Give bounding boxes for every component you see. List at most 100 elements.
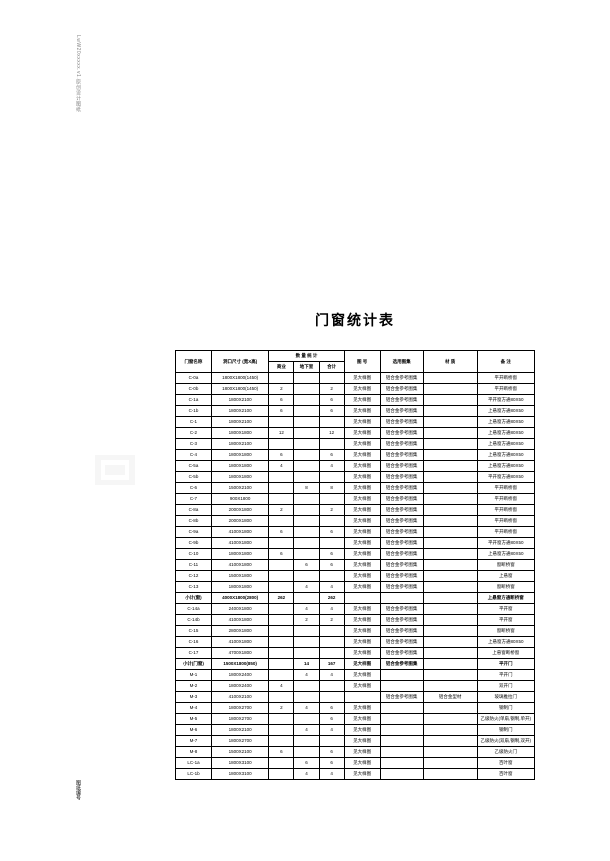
table-cell xyxy=(423,439,477,450)
table-cell: 6 xyxy=(319,703,344,714)
table-cell: 铝合金参考图集 xyxy=(380,615,423,626)
table-row: C-8a2000X180022见大样图铝合金参考图集平开断桥窗 xyxy=(176,505,535,516)
table-cell: 见大样图 xyxy=(344,472,380,483)
table-cell xyxy=(319,637,344,648)
table-cell xyxy=(269,714,294,725)
table-cell xyxy=(380,747,423,758)
page-title: 门窗统计表 xyxy=(175,310,535,330)
table-cell: 4 xyxy=(319,461,344,472)
table-cell xyxy=(423,417,477,428)
table-cell: 见大样图 xyxy=(344,769,380,780)
table-cell: C-12 xyxy=(176,571,212,582)
table-cell: 6 xyxy=(319,527,344,538)
table-cell: 6 xyxy=(294,758,319,769)
table-cell: 上悬窗方通80X50 xyxy=(477,417,534,428)
table-cell xyxy=(380,593,423,604)
table-cell xyxy=(319,626,344,637)
table-row: C-0a1800X1800(1450)见大样图铝合金参考图集平开断桥窗 xyxy=(176,373,535,384)
table-cell: 1800X1800 xyxy=(211,461,268,472)
table-cell xyxy=(423,450,477,461)
table-cell: 铝合金参考图集 xyxy=(380,538,423,549)
table-cell: C-17 xyxy=(176,648,212,659)
table-cell: 铝合金参考图集 xyxy=(380,582,423,593)
table-cell xyxy=(423,582,477,593)
table-cell: C-0a xyxy=(176,373,212,384)
table-cell xyxy=(269,373,294,384)
table-row: C-61500X210088见大样图铝合金参考图集平开断桥窗 xyxy=(176,483,535,494)
table-cell: 见大样图 xyxy=(344,560,380,571)
table-cell: 1500X1800(850) xyxy=(211,659,268,670)
table-cell: 见大样图 xyxy=(344,538,380,549)
table-row: C-21800X18001212见大样图铝合金参考图集上悬窗方通80X50 xyxy=(176,428,535,439)
table-cell xyxy=(423,593,477,604)
watermark-icon xyxy=(95,455,135,485)
table-cell: 铝合金参考图集 xyxy=(380,505,423,516)
table-cell: 1500X1800 xyxy=(211,571,268,582)
table-cell xyxy=(294,428,319,439)
table-cell xyxy=(269,637,294,648)
table-row: C-14b4100X180022见大样图铝合金参考图集平开窗 xyxy=(176,615,535,626)
table-cell xyxy=(294,494,319,505)
table-cell xyxy=(319,516,344,527)
table-cell: C-6 xyxy=(176,483,212,494)
table-cell: 2 xyxy=(269,384,294,395)
table-cell: 4100X1800 xyxy=(211,560,268,571)
table-cell xyxy=(269,560,294,571)
table-cell: 铝合金参考图集 xyxy=(380,461,423,472)
table-cell: C-5a xyxy=(176,461,212,472)
table-cell: M-2 xyxy=(176,681,212,692)
table-cell: 见大样图 xyxy=(344,725,380,736)
col-header: 材 质 xyxy=(423,351,477,373)
table-cell: 6 xyxy=(319,758,344,769)
table-cell xyxy=(319,494,344,505)
table-cell: 2 xyxy=(319,384,344,395)
table-cell: 2 xyxy=(269,505,294,516)
table-cell xyxy=(269,538,294,549)
table-cell xyxy=(344,593,380,604)
table-cell xyxy=(294,571,319,582)
table-cell: 262 xyxy=(269,593,294,604)
table-cell: 平开断桥窗 xyxy=(477,516,534,527)
table-cell: C-15 xyxy=(176,626,212,637)
table-cell xyxy=(423,516,477,527)
table-cell: 双开门 xyxy=(477,681,534,692)
table-cell: 铝合金参考图集 xyxy=(380,560,423,571)
table-cell xyxy=(319,417,344,428)
table-cell: C-9b xyxy=(176,538,212,549)
table-cell: 见大样图 xyxy=(344,648,380,659)
table-cell: 见大样图 xyxy=(344,659,380,670)
table-cell: 4100X1800 xyxy=(211,637,268,648)
table-cell xyxy=(319,472,344,483)
table-cell xyxy=(423,461,477,472)
table-row: C-0b1800X1800(1450)22见大样图铝合金参考图集平开断桥窗 xyxy=(176,384,535,395)
table-cell: M-5 xyxy=(176,714,212,725)
table-cell: 6 xyxy=(269,549,294,560)
table-cell: 1500X2100 xyxy=(211,747,268,758)
table-cell xyxy=(294,527,319,538)
table-cell xyxy=(294,384,319,395)
table-cell: 铝合金参考图集 xyxy=(380,527,423,538)
table-cell: 6 xyxy=(269,395,294,406)
table-cell xyxy=(423,549,477,560)
table-cell: 4 xyxy=(319,769,344,780)
table-cell: C-5b xyxy=(176,472,212,483)
table-cell: 铝合金参考图集 xyxy=(380,406,423,417)
table-cell: 4 xyxy=(269,461,294,472)
table-cell: 1800X1800 xyxy=(211,428,268,439)
table-cell: C-1a xyxy=(176,395,212,406)
table-cell xyxy=(294,538,319,549)
table-cell xyxy=(269,516,294,527)
table-cell: 1800X1800(1450) xyxy=(211,373,268,384)
table-row: C-1b1800X210066见大样图铝合金参考图集上悬窗方通80X50 xyxy=(176,406,535,417)
table-cell: 平开窗 xyxy=(477,604,534,615)
table-cell: 铝合金参考图集 xyxy=(380,384,423,395)
table-cell xyxy=(269,736,294,747)
table-row: C-5b1800X1800见大样图铝合金参考图集平开窗方通80X50 xyxy=(176,472,535,483)
table-cell: 钢制门 xyxy=(477,725,534,736)
table-cell: 1800X1800 xyxy=(211,472,268,483)
table-cell xyxy=(294,637,319,648)
table-cell xyxy=(423,714,477,725)
table-cell xyxy=(294,439,319,450)
table-cell: 1800X2100 xyxy=(211,395,268,406)
table-cell: 2 xyxy=(269,703,294,714)
